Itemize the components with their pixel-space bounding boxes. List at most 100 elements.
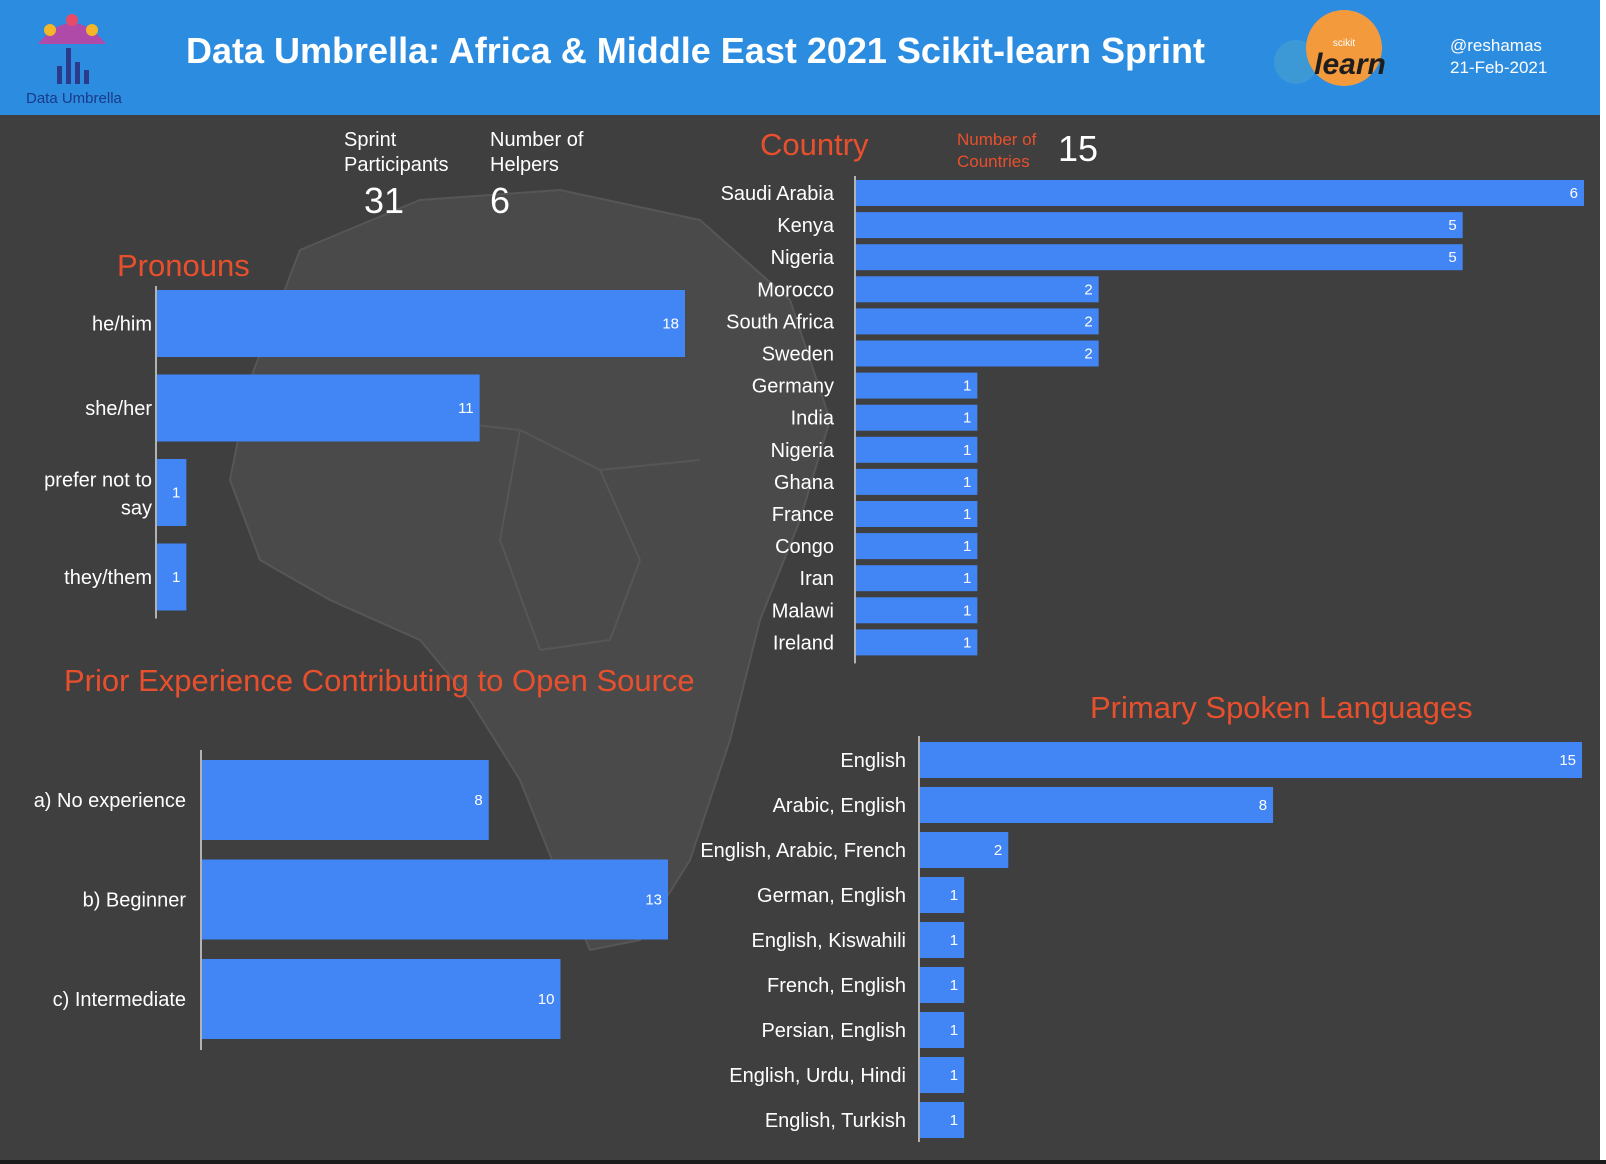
country-value-label: 1 <box>963 570 971 587</box>
country-category-label: Iran <box>800 568 834 590</box>
languages-category-label: English <box>840 750 906 772</box>
languages-bar-english-urdu-hindi <box>920 1057 965 1093</box>
country-category-label: India <box>791 408 835 430</box>
country-bar-germany <box>856 372 978 399</box>
experience-value-label: 10 <box>538 991 555 1008</box>
participants-label: Sprint Participants <box>344 129 449 176</box>
logo-text: Data Umbrella <box>26 90 122 107</box>
helpers-label: Number of Helpers <box>490 129 584 176</box>
country-value-label: 2 <box>1084 346 1092 363</box>
bottom-edge-strip <box>0 1160 1606 1164</box>
sklearn-big-text: learn <box>1314 48 1386 81</box>
author-handle: @reshamas <box>1450 36 1542 55</box>
languages-value-label: 15 <box>1559 752 1576 769</box>
languages-bar-english <box>920 742 1582 778</box>
country-value-label: 1 <box>963 378 971 395</box>
languages-bar-persian-english <box>920 1012 965 1048</box>
country-category-label: Saudi Arabia <box>721 183 835 205</box>
country-category-label: Morocco <box>757 279 834 301</box>
countries-label: Number of Countries <box>957 130 1037 171</box>
pronouns-category-label: she/her <box>85 398 152 420</box>
country-value-label: 5 <box>1448 249 1456 266</box>
country-category-label: France <box>772 504 834 526</box>
pronouns-category-label: they/them <box>64 567 152 589</box>
country-bar-congo <box>856 533 978 560</box>
pronouns-bar-prefer-not-to-say <box>157 459 187 526</box>
languages-value-label: 1 <box>950 1022 958 1039</box>
languages-category-label: German, English <box>757 885 906 907</box>
country-value-label: 2 <box>1084 313 1092 330</box>
country-value-label: 6 <box>1570 185 1578 202</box>
languages-value-label: 1 <box>950 1067 958 1084</box>
country-value-label: 1 <box>963 442 971 459</box>
country-bar-malawi <box>856 597 978 624</box>
languages-value-label: 1 <box>950 932 958 949</box>
country-value-label: 1 <box>963 506 971 523</box>
languages-value-label: 1 <box>950 887 958 904</box>
country-value-label: 1 <box>963 602 971 619</box>
country-category-label: Ghana <box>774 472 835 494</box>
languages-category-label: French, English <box>767 975 906 997</box>
umbrella-logo-icon <box>38 14 106 84</box>
country-category-label: Nigeria <box>771 247 835 269</box>
languages-value-label: 1 <box>950 977 958 994</box>
country-title: Country <box>760 127 869 162</box>
country-value-label: 1 <box>963 410 971 427</box>
experience-category-label: a) No experience <box>34 790 186 812</box>
country-category-label: Kenya <box>777 215 835 237</box>
country-value-label: 2 <box>1084 281 1092 298</box>
pronouns-bar-they-them <box>157 543 187 611</box>
experience-category-label: b) Beginner <box>83 890 187 912</box>
languages-category-label: Persian, English <box>761 1020 906 1042</box>
pronouns-title: Pronouns <box>117 248 250 283</box>
pronouns-value-label: 1 <box>172 569 180 586</box>
report-date: 21-Feb-2021 <box>1450 58 1548 77</box>
helpers-value: 6 <box>490 180 511 221</box>
experience-category-label: c) Intermediate <box>53 989 186 1011</box>
experience-bar-c-intermediate <box>202 959 561 1039</box>
country-category-label: Nigeria <box>771 440 835 462</box>
languages-value-label: 2 <box>994 842 1002 859</box>
country-bar-ghana <box>856 468 978 495</box>
languages-category-label: English, Arabic, French <box>700 840 906 862</box>
experience-value-label: 8 <box>474 792 482 809</box>
languages-bar-german-english <box>920 877 965 913</box>
pronouns-bar-he-him <box>157 290 685 357</box>
experience-title: Prior Experience Contributing to Open So… <box>64 663 695 698</box>
languages-category-label: English, Urdu, Hindi <box>729 1065 906 1087</box>
country-value-label: 5 <box>1448 217 1456 234</box>
experience-bar-b-beginner <box>202 859 668 940</box>
experience-value-label: 13 <box>645 892 662 909</box>
languages-bar-english-kiswahili <box>920 922 965 958</box>
languages-category-label: English, Turkish <box>765 1110 906 1132</box>
country-value-label: 1 <box>963 634 971 651</box>
country-bar-ireland <box>856 629 978 656</box>
languages-bar-english-arabic-french <box>920 832 1009 868</box>
country-bar-france <box>856 501 978 527</box>
country-bar-india <box>856 404 978 431</box>
page-title: Data Umbrella: Africa & Middle East 2021… <box>186 30 1205 71</box>
countries-value: 15 <box>1058 128 1099 169</box>
pronouns-value-label: 1 <box>172 485 180 502</box>
languages-title: Primary Spoken Languages <box>1090 690 1473 725</box>
country-value-label: 1 <box>963 474 971 491</box>
country-category-label: South Africa <box>726 311 835 333</box>
pronouns-value-label: 11 <box>458 400 474 417</box>
pronouns-category-label: he/him <box>92 314 152 336</box>
country-category-label: Congo <box>775 536 834 558</box>
country-bar-sweden <box>856 340 1099 367</box>
country-category-label: Ireland <box>773 632 834 654</box>
country-bar-nigeria <box>856 244 1463 271</box>
languages-category-label: English, Kiswahili <box>751 930 906 952</box>
country-bar-iran <box>856 565 978 592</box>
languages-bar-english-turkish <box>920 1102 965 1138</box>
pronouns-value-label: 18 <box>662 316 679 333</box>
pronouns-category-label: prefer not to say <box>44 470 152 520</box>
languages-value-label: 1 <box>950 1112 958 1129</box>
country-bar-nigeria <box>856 436 978 463</box>
